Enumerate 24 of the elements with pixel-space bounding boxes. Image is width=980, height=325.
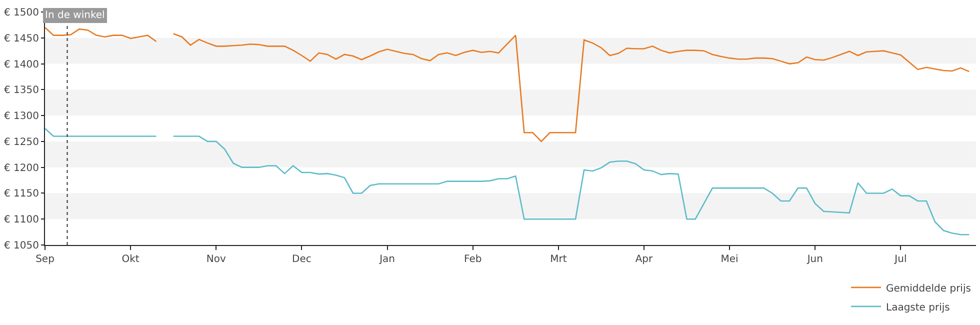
x-tick-label: Mei	[720, 254, 738, 265]
y-tick-label: € 1400	[4, 59, 39, 70]
annotation: In de winkel	[45, 10, 105, 21]
x-tick-label: Jun	[806, 254, 823, 265]
x-tick-label: Dec	[292, 254, 312, 265]
legend-label: Gemiddelde prijs	[886, 283, 971, 294]
y-tick-label: € 1250	[4, 136, 39, 148]
y-tick-label: € 1050	[4, 240, 39, 252]
y-tick-label: € 1350	[4, 85, 39, 96]
y-tick-label: € 1500	[4, 8, 39, 18]
y-tick-label: € 1200	[4, 162, 39, 174]
x-tick-label: Jan	[378, 254, 395, 265]
x-tick-label: Sep	[36, 254, 54, 265]
y-tick-label: € 1450	[4, 33, 39, 44]
x-tick-label: Apr	[635, 254, 654, 265]
y-tick-label: € 1150	[4, 188, 39, 200]
x-tick-label: Jul	[894, 254, 907, 265]
x-tick-label: Nov	[206, 254, 226, 265]
y-tick-label: € 1100	[4, 214, 39, 226]
x-tick-label: Okt	[122, 254, 140, 265]
x-tick-label: Mrt	[550, 254, 567, 265]
legend-label: Laagste prijs	[886, 302, 950, 314]
x-tick-label: Feb	[464, 254, 482, 265]
y-tick-label: € 1300	[4, 111, 39, 122]
